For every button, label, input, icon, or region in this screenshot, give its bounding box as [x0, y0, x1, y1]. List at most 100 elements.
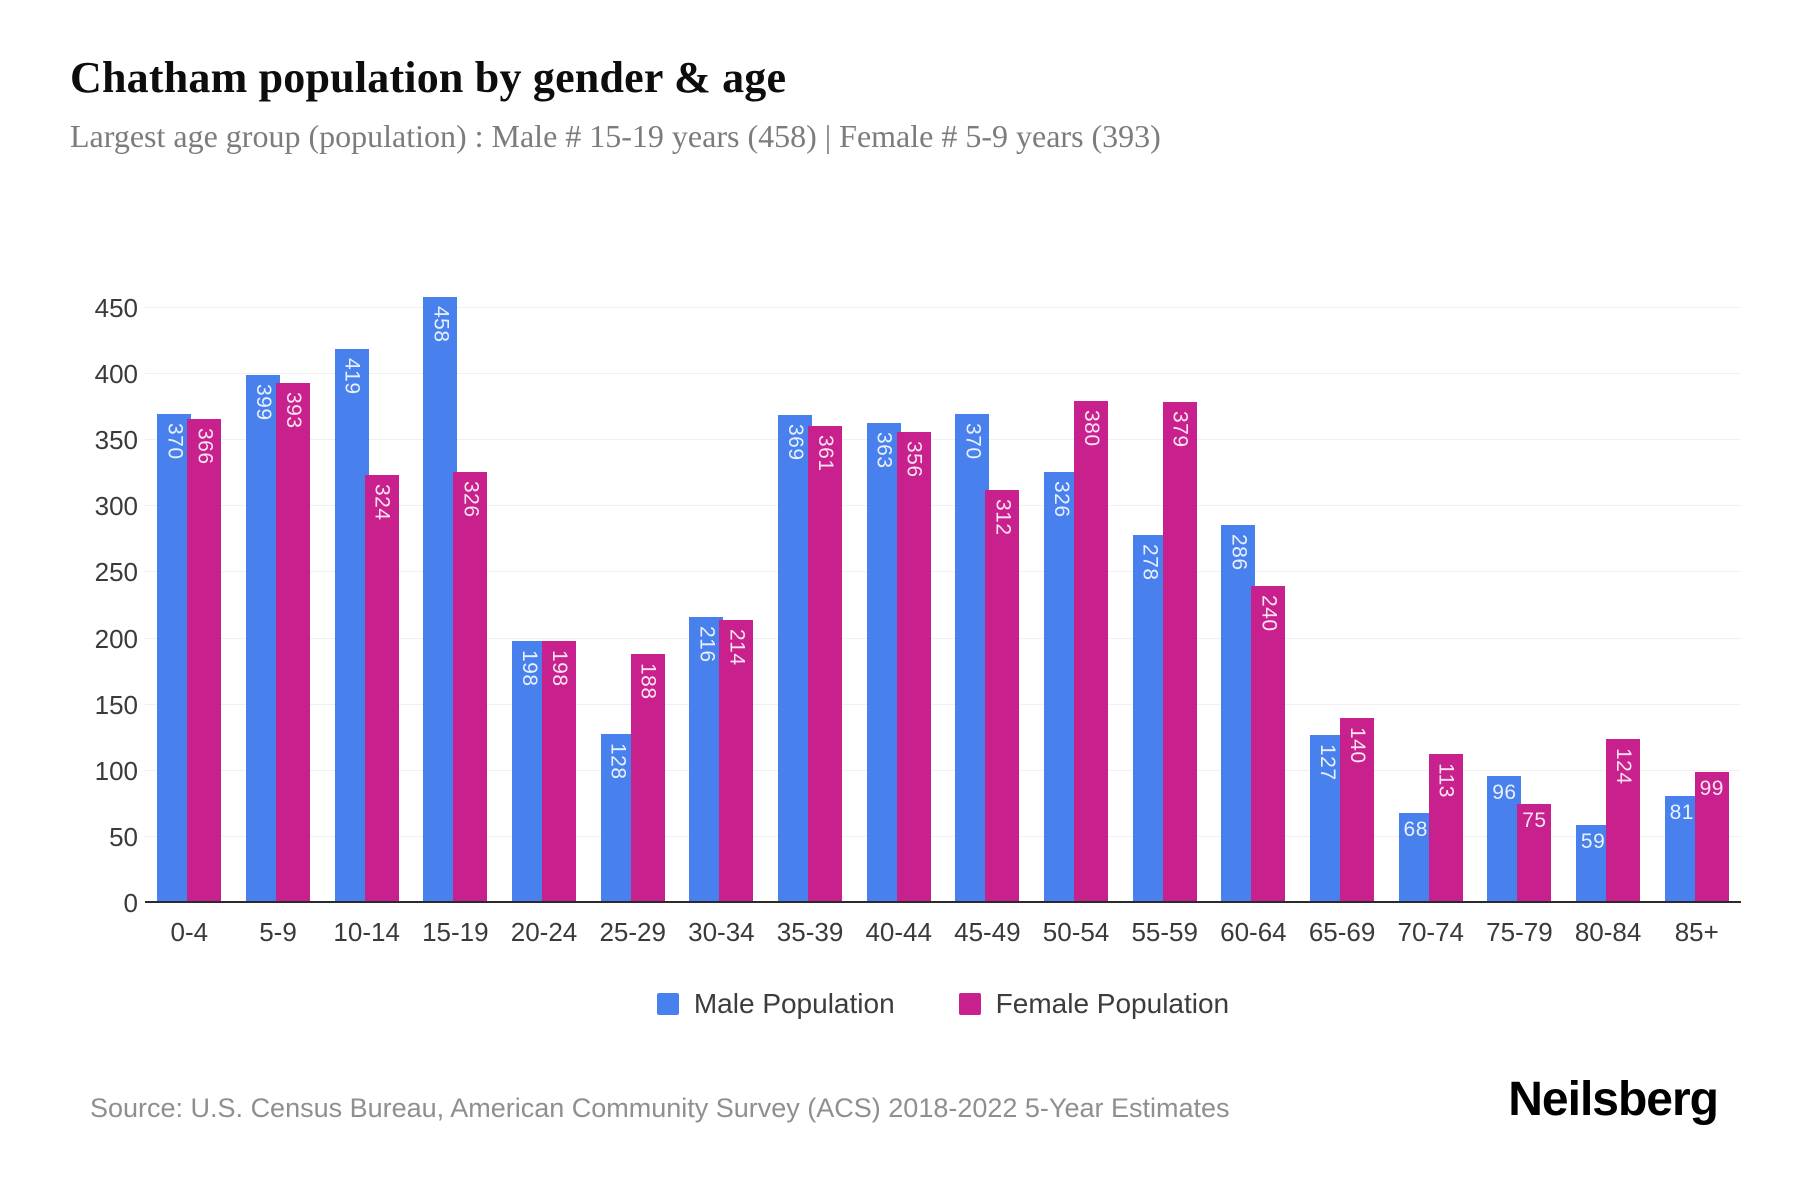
y-tick-label-350: 350 [94, 425, 138, 456]
male-bar-10-14: 419 [334, 349, 369, 903]
female-bar-10-14: 324 [364, 475, 399, 903]
page-title: Chatham population by gender & age [70, 53, 787, 102]
x-tick-label-85+: 85+ [1674, 917, 1719, 947]
x-tick-label-55-59: 55-59 [1131, 917, 1198, 947]
x-tick-label-60-64: 60-64 [1220, 917, 1287, 947]
bar-value-label: 68 [1403, 818, 1428, 841]
bar-value-label: 128 [606, 743, 630, 780]
female-legend-label: Female Population [995, 988, 1230, 1019]
bar-group-35-39: 369 361 [766, 250, 855, 903]
female-bar-60-64: 240 [1251, 586, 1286, 903]
y-tick-label-450: 450 [94, 293, 138, 323]
bar-value-label: 75 [1522, 809, 1547, 832]
male-bar-85+: 81 [1664, 796, 1699, 903]
x-tick-label-10-14: 10-14 [333, 917, 400, 947]
bar-group-45-49: 370 312 [943, 250, 1032, 903]
male-bar-25-29: 128 [600, 734, 635, 903]
bar-value-label: 361 [814, 435, 838, 472]
male-bar-40-44: 363 [866, 423, 901, 903]
x-axis-tick-labels: 0-4 5-9 10-14 15-19 20-24 25-29 30-34 35-39 40-4… [145, 917, 1741, 948]
bar-group-5-9: 399 393 [234, 250, 323, 903]
bar-group-15-19: 458 326 [411, 250, 500, 903]
grid-line-400 [145, 373, 1741, 375]
male-legend-label: Male Population [693, 988, 895, 1019]
bar-value-label: 356 [902, 441, 926, 478]
x-tick-label-80-84: 80-84 [1574, 917, 1642, 947]
male-bar-75-79: 96 [1487, 776, 1522, 903]
source-attribution: Source: U.S. Census Bureau, American Com… [90, 1093, 1230, 1123]
bar-group-10-14: 419 324 [322, 250, 411, 903]
grid-line-450 [145, 307, 1741, 308]
y-tick-label-200: 200 [94, 623, 138, 654]
bar-value-label: 59 [1580, 830, 1606, 853]
bar-value-label: 326 [1050, 481, 1074, 518]
female-bar-75-79: 75 [1517, 804, 1552, 903]
bar-group-40-44: 363 356 [854, 250, 943, 903]
male-bar-80-84: 59 [1576, 825, 1611, 903]
bar-value-label: 366 [193, 428, 217, 465]
y-tick-label-300: 300 [94, 491, 138, 522]
bar-value-label: 113 [1434, 763, 1458, 798]
x-tick-label-25-29: 25-29 [599, 917, 666, 947]
bar-group-25-29: 128 188 [588, 250, 677, 903]
bar-value-label: 393 [282, 392, 305, 429]
grid-line-100 [145, 769, 1741, 771]
bar-group-65-69: 127 140 [1298, 250, 1387, 903]
x-tick-label-45-49: 45-49 [954, 917, 1021, 947]
female-legend-swatch-icon [958, 993, 981, 1015]
bar-group-70-74: 68 113 [1386, 250, 1475, 903]
bar-group-85+: 81 99 [1652, 250, 1741, 903]
legend-item-female: Female Population [958, 988, 1230, 1020]
y-tick-label-0: 0 [123, 888, 138, 918]
x-tick-label-50-54: 50-54 [1042, 917, 1110, 947]
female-bar-50-54: 380 [1074, 401, 1109, 903]
bar-value-label: 370 [961, 423, 985, 460]
x-tick-label-20-24: 20-24 [510, 917, 578, 947]
male-bar-0-4: 370 [157, 414, 192, 903]
bar-value-label: 370 [163, 423, 187, 460]
male-bar-50-54: 326 [1044, 472, 1079, 903]
x-tick-label-5-9: 5-9 [259, 917, 297, 947]
female-bar-20-24: 198 [542, 641, 577, 903]
bar-group-60-64: 286 240 [1209, 250, 1298, 903]
plot-area: 370 366 399 393 419 324 458 326 198 198 128 188 216 2… [145, 250, 1741, 903]
bar-value-label: 312 [991, 499, 1015, 536]
legend-item-male: Male Population [656, 988, 895, 1020]
male-bar-15-19: 458 [423, 297, 458, 903]
y-tick-label-50: 50 [109, 821, 138, 852]
male-bar-5-9: 399 [246, 375, 280, 903]
grid-line-250 [145, 571, 1741, 573]
bar-value-label: 326 [459, 481, 483, 518]
male-bar-70-74: 68 [1398, 813, 1433, 903]
grid-line-150 [145, 703, 1741, 705]
bar-value-label: 99 [1699, 777, 1724, 800]
x-tick-label-0-4: 0-4 [170, 917, 209, 947]
x-tick-label-15-19: 15-19 [422, 917, 489, 947]
bar-value-label: 240 [1257, 595, 1281, 632]
bar-groups: 370 366 399 393 419 324 458 326 198 198 128 188 216 2… [145, 250, 1741, 903]
bar-group-30-34: 216 214 [677, 250, 766, 903]
female-bar-70-74: 113 [1428, 754, 1463, 903]
bar-group-55-59: 278 379 [1120, 250, 1209, 903]
bar-group-75-79: 96 75 [1475, 250, 1564, 903]
bar-value-label: 124 [1612, 748, 1636, 785]
bar-value-label: 419 [340, 358, 364, 395]
grid-line-300 [145, 505, 1741, 507]
female-bar-40-44: 356 [896, 432, 931, 903]
female-bar-35-39: 361 [808, 426, 843, 903]
female-bar-80-84: 124 [1606, 739, 1641, 903]
legend: Male Population Female Population [145, 988, 1741, 1020]
female-bar-25-29: 188 [630, 654, 665, 903]
y-tick-label-150: 150 [94, 689, 138, 720]
neilsberg-logo: Neilsberg [1508, 1073, 1719, 1126]
bar-value-label: 286 [1227, 534, 1251, 571]
bar-value-label: 216 [695, 626, 719, 663]
bar-value-label: 458 [429, 306, 453, 343]
bar-group-50-54: 326 380 [1032, 250, 1121, 903]
bar-group-0-4: 370 366 [145, 250, 234, 903]
x-tick-label-35-39: 35-39 [776, 917, 844, 947]
y-tick-label-100: 100 [94, 755, 138, 786]
bar-value-label: 96 [1492, 781, 1517, 804]
male-bar-60-64: 286 [1221, 525, 1256, 903]
grid-line-200 [145, 637, 1741, 639]
